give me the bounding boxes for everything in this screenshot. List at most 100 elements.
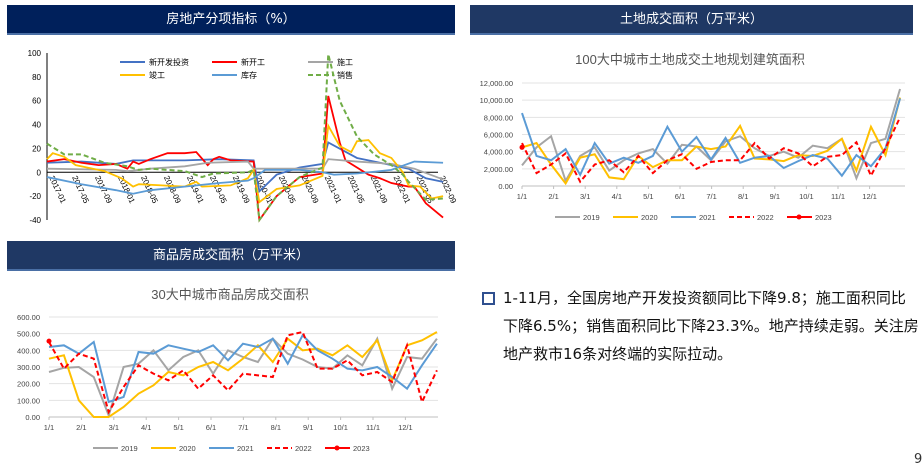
series-line-2020 — [48, 331, 438, 418]
x-tick-label: 3/1 — [109, 423, 119, 432]
series-line-2019 — [48, 336, 438, 419]
x-tick-label: 9/1 — [770, 192, 780, 201]
x-tick-label: 10/1 — [799, 192, 814, 201]
series-line-2021 — [48, 333, 438, 404]
y-tick-label: 10,000.00 — [480, 96, 513, 105]
x-tick-label: 3/1 — [580, 192, 590, 201]
commentary: 1-11月，全国房地产开发投资额同比下降9.8；施工面积同比下降6.5%；销售面… — [480, 284, 920, 368]
legend-marker — [796, 214, 802, 220]
y-tick-label: 4,000.00 — [484, 148, 513, 157]
x-tick-label: 12/1 — [862, 192, 877, 201]
y-tick-label: -20 — [29, 192, 41, 201]
page-number: 9 — [914, 452, 923, 467]
y-tick-label: 100 — [28, 49, 42, 58]
y-tick-label: 600.00 — [17, 313, 40, 322]
y-tick-label: 12,000.00 — [480, 79, 513, 88]
x-tick-label: 2019-09 — [231, 174, 252, 205]
legend-label: 2023 — [815, 213, 832, 222]
x-tick-label: 2020-09 — [300, 174, 321, 205]
series-line-2 — [46, 158, 444, 181]
x-tick-label: 2/1 — [548, 192, 558, 201]
x-tick-label: 8/1 — [271, 423, 281, 432]
section-header-land-transactions: 土地成交面积（万平米） — [470, 5, 913, 35]
series-line-3 — [46, 122, 444, 204]
series-line-4 — [46, 160, 444, 195]
legend-label: 2020 — [641, 213, 658, 222]
chart-title: 30大中城市商品房成交面积 — [151, 287, 308, 302]
x-tick-label: 8/1 — [738, 192, 748, 201]
x-tick-label: 4/1 — [141, 423, 151, 432]
data-point-2023 — [46, 338, 52, 344]
x-tick-label: 5/1 — [643, 192, 653, 201]
legend-label: 2021 — [237, 444, 254, 453]
section-header-property-indicators: 房地产分项指标（%） — [7, 5, 455, 35]
y-tick-label: 100.00 — [17, 396, 40, 405]
x-tick-label: 1/1 — [44, 423, 54, 432]
legend-label: 2022 — [295, 444, 312, 453]
y-tick-label: 0.00 — [498, 182, 513, 191]
x-tick-label: 2019-05 — [208, 174, 229, 205]
series-line-5 — [46, 53, 444, 223]
x-tick-label: 1/1 — [517, 192, 527, 201]
x-tick-label: 2021-05 — [346, 174, 367, 205]
x-tick-label: 7/1 — [238, 423, 248, 432]
x-tick-label: 2020-05 — [277, 174, 298, 205]
land-transaction-chart: 100大中城市土地成交土地规划建筑面积 0.00 2,000.00 4,000.00 6… — [480, 52, 905, 222]
x-tick-label: 2022-01 — [392, 174, 413, 205]
legend-label: 2020 — [179, 444, 196, 453]
x-tick-label: 10/1 — [333, 423, 348, 432]
x-tick-label: 2/1 — [76, 423, 86, 432]
section-header-housing-transactions: 商品房成交面积（万平米） — [7, 241, 455, 271]
data-point-2023 — [519, 144, 525, 150]
y-tick-label: 8,000.00 — [484, 113, 513, 122]
y-tick-label: 500.00 — [17, 330, 40, 339]
y-tick-label: 6,000.00 — [484, 131, 513, 140]
x-tick-label: 11/1 — [831, 192, 845, 201]
y-tick-label: 400.00 — [17, 346, 40, 355]
commentary-text: 1-11月，全国房地产开发投资额同比下降9.8；施工面积同比下降6.5%；销售面… — [503, 289, 919, 363]
legend-marker — [334, 445, 340, 451]
legend-label: 施工 — [337, 57, 353, 67]
x-tick-label: 2018-01 — [116, 174, 137, 205]
series-line-2020 — [521, 97, 902, 186]
y-tick-label: 40 — [32, 121, 41, 130]
legend-label: 2021 — [699, 213, 716, 222]
legend-label: 销售 — [337, 70, 353, 80]
y-tick-label: 200.00 — [17, 380, 40, 389]
legend-label: 2019 — [121, 444, 138, 453]
y-tick-label: 300.00 — [17, 363, 40, 372]
x-tick-label: 9/1 — [303, 423, 313, 432]
series-line-2022 — [521, 116, 901, 184]
square-bullet-icon — [482, 292, 495, 305]
legend-label: 库存 — [241, 70, 257, 80]
legend-label: 2023 — [353, 444, 370, 453]
x-tick-label: 2019-01 — [185, 174, 206, 205]
x-tick-label: 6/1 — [675, 192, 685, 201]
housing-transaction-chart: 30大中城市商品房成交面积 0.00 100.00 200.00 300.00 400.0… — [17, 287, 438, 453]
x-tick-label: 4/1 — [612, 192, 622, 201]
legend-label: 竣工 — [149, 70, 165, 80]
legend-label: 2019 — [583, 213, 600, 222]
x-tick-label: 5/1 — [173, 423, 183, 432]
x-tick-label: 2021-09 — [369, 174, 390, 205]
series-line-2021 — [521, 98, 901, 178]
legend-label: 新开发投资 — [149, 57, 189, 67]
series-line-1 — [46, 95, 444, 223]
legend-label: 新开工 — [241, 57, 265, 67]
y-tick-label: 20 — [32, 144, 41, 153]
x-tick-label: 2017-05 — [70, 174, 91, 205]
y-tick-label: 0 — [37, 168, 42, 177]
x-tick-label: 6/1 — [206, 423, 216, 432]
y-tick-label: 2,000.00 — [484, 165, 513, 174]
x-tick-label: 11/1 — [366, 423, 380, 432]
x-tick-label: 2018-09 — [162, 174, 183, 205]
y-tick-label: -40 — [29, 216, 41, 225]
legend-label: 2022 — [757, 213, 774, 222]
chart-title: 100大中城市土地成交土地规划建筑面积 — [575, 52, 805, 67]
y-tick-label: 80 — [32, 73, 41, 82]
x-tick-label: 12/1 — [398, 423, 413, 432]
x-tick-label: 2021-01 — [323, 174, 344, 205]
x-tick-label: 7/1 — [706, 192, 716, 201]
series-line-2022 — [48, 330, 438, 415]
